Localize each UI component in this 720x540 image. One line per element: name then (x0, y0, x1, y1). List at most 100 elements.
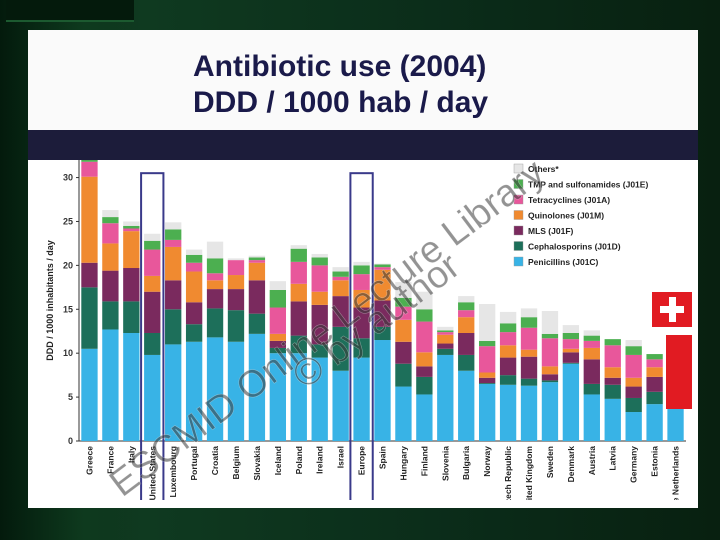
y-tick-label: 5 (68, 392, 73, 402)
bar-segment (206, 308, 224, 338)
bar-segment (541, 366, 559, 375)
bar-segment (353, 357, 370, 441)
bar-segment (520, 317, 538, 328)
bar-segment (562, 332, 580, 340)
bar-segment (499, 384, 517, 441)
bar-segment (374, 267, 391, 270)
bar-segment (499, 311, 517, 324)
bar-segment (374, 326, 391, 341)
bar-segment (562, 363, 580, 441)
bar-segment (81, 262, 98, 288)
bar-segment (458, 310, 475, 318)
x-tick-label: Sweden (545, 446, 555, 478)
bar-segment (144, 233, 161, 241)
bar-segment (478, 377, 496, 384)
bar-segment (311, 265, 328, 292)
bar-segment (290, 283, 307, 302)
bar-segment (206, 241, 224, 259)
legend-label: MLS (J01F) (528, 226, 574, 236)
bar-segment (604, 377, 621, 385)
bar-segment (123, 301, 140, 333)
bar-segment (458, 296, 475, 303)
bar-segment (227, 275, 245, 290)
bar-segment (604, 339, 621, 346)
x-tick-label: Finland (419, 446, 429, 476)
x-tick-label: Norway (482, 446, 492, 477)
bar-segment (499, 357, 517, 376)
bar-segment (248, 255, 266, 258)
bar-segment (625, 412, 642, 441)
bar-segment (123, 231, 140, 269)
bar-segment (416, 291, 433, 310)
x-tick-label: Europe (357, 446, 367, 476)
slide-title-line1: Antibiotic use (2004) (193, 50, 487, 83)
bar-segment (416, 321, 433, 353)
bar-segment (625, 340, 642, 347)
bar-segment (102, 223, 119, 244)
bar-segment (646, 376, 663, 392)
x-tick-label: Poland (294, 446, 304, 474)
x-tick-label: Luxembourg (168, 446, 178, 497)
bar-segment (562, 325, 580, 333)
legend-label: Quinolones (J01M) (528, 211, 604, 221)
legend-label: Tetracyclines (J01A) (528, 195, 610, 205)
bar-segment (416, 352, 433, 367)
x-tick-label: Hungary (398, 446, 408, 481)
title-bar: Antibiotic use (2004) DDD / 1000 hab / d… (28, 30, 698, 130)
swiss-flag-icon (652, 292, 692, 327)
bar-segment (185, 254, 203, 263)
bar-segment (520, 356, 538, 379)
bar-segment (458, 302, 475, 311)
bar-segment (374, 340, 391, 441)
bar-segment (416, 394, 433, 441)
bar-segment (248, 262, 266, 281)
bar-segment (185, 341, 203, 441)
bar-segment (353, 261, 370, 266)
bar-segment (290, 248, 307, 262)
bar-segment (499, 375, 517, 385)
bar-segment (583, 340, 600, 348)
bar-segment (123, 228, 140, 232)
y-tick-label: 30 (63, 173, 73, 183)
bar-segment (206, 289, 224, 309)
bar-segment (478, 372, 496, 378)
bar-segment (311, 304, 328, 345)
bar-segment (311, 357, 328, 441)
bar-segment (144, 275, 161, 292)
bar-segment (269, 281, 287, 290)
bar-segment (583, 383, 600, 395)
legend-label: Cephalosporins (J01D) (528, 242, 621, 252)
bar-segment (478, 383, 496, 441)
legend-swatch (513, 163, 524, 174)
bar-segment (478, 346, 496, 373)
bar-segment (416, 376, 433, 395)
y-tick-label: 25 (63, 216, 73, 226)
legend-label: Others* (528, 164, 559, 174)
bar-segment (81, 348, 98, 441)
legend-swatch (513, 256, 524, 267)
bar-segment (165, 246, 182, 281)
y-tick-label: 20 (63, 260, 73, 270)
stacked-bar-chart: DDD / 1000 inhabitants / day 0 5 10 15 20 25 30… (45, 156, 686, 522)
bar-segment (625, 386, 642, 398)
legend-swatch (513, 225, 524, 236)
y-tick-label: 15 (63, 304, 73, 314)
legend-swatch (513, 210, 524, 220)
x-tick-label: Slovakia (252, 446, 262, 481)
bar-segment (604, 384, 621, 399)
bar-segment (604, 367, 621, 378)
bar-segment (290, 335, 307, 354)
x-tick-label: Austria (587, 446, 597, 476)
bar-segment (416, 366, 433, 377)
x-tick-label: Italy (126, 446, 136, 463)
bar-segment (395, 319, 412, 342)
bar-segment (353, 274, 370, 290)
bar-segment (583, 330, 600, 336)
bar-segment (290, 301, 307, 336)
bar-segment (458, 370, 475, 441)
bar-segment (206, 280, 224, 290)
bar-segment (374, 300, 391, 327)
x-tick-label: The Netherlands (671, 446, 681, 500)
x-tick-label: Germany (629, 446, 639, 483)
y-axis-label: DDD / 1000 inhabitants / day (45, 240, 55, 361)
